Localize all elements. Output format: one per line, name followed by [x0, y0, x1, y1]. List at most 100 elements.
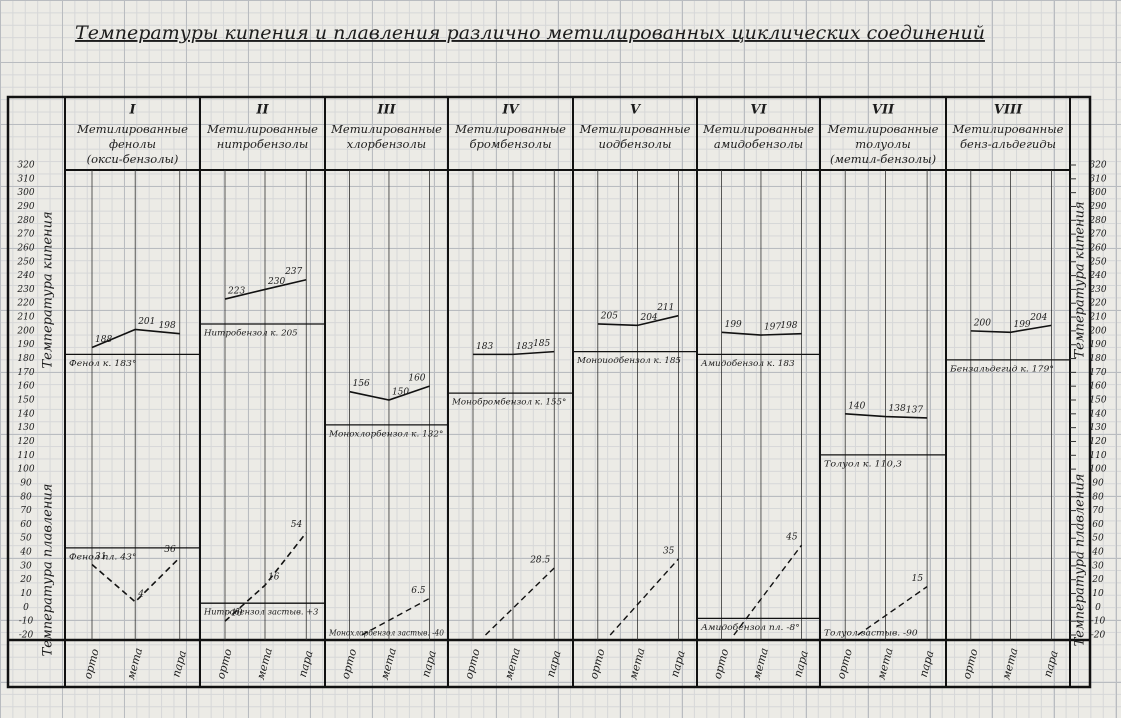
y-tick-label-right: 20	[1091, 575, 1104, 585]
point-label: 16	[268, 573, 280, 583]
y-tick-label-right: 110	[1089, 451, 1106, 461]
y-axis-label: Температура кипения	[41, 211, 56, 368]
y-tick-label: -10	[19, 617, 34, 627]
x-tick-label: пара	[544, 649, 564, 679]
y-tick-label-right: -10	[1091, 617, 1106, 627]
x-tick-label: орто	[339, 647, 360, 680]
x-tick-label: мета	[502, 646, 523, 681]
panel-title: Метилированные	[206, 122, 318, 136]
reference-label: Нитробензол застыв. +3	[203, 607, 318, 618]
point-label: 199	[725, 320, 742, 330]
y-tick-label-right: 260	[1088, 243, 1106, 253]
y-tick-label: 300	[17, 188, 34, 198]
y-axis-label-right: Температура плавления	[1073, 474, 1088, 647]
y-tick-label: 210	[16, 313, 34, 323]
point-label: 205	[600, 311, 618, 321]
point-label: 211	[656, 303, 674, 313]
y-tick-label: 110	[17, 451, 34, 461]
y-tick-label: 270	[16, 230, 34, 240]
x-tick-label: пара	[169, 649, 189, 679]
melting-rise	[733, 544, 803, 636]
point-label: 199	[1013, 320, 1030, 330]
panel-number: VI	[750, 103, 767, 118]
y-tick-label-right: 140	[1089, 409, 1106, 419]
boiling-line	[597, 314, 679, 327]
x-tick-label: пара	[419, 649, 439, 679]
y-tick-label-right: -20	[1091, 631, 1106, 641]
point-label: 160	[408, 374, 425, 384]
panel-title: Метилированные	[76, 122, 188, 136]
x-tick-label: пара	[668, 649, 688, 679]
y-tick-label: 90	[20, 478, 32, 488]
y-tick-label-right: 10	[1092, 589, 1104, 599]
point-label: 4	[137, 589, 144, 599]
y-tick-label-right: 160	[1089, 382, 1106, 392]
panel-title: Метилированные	[702, 122, 814, 136]
frame	[6, 95, 1092, 689]
x-tick-label: мета	[999, 646, 1020, 681]
y-tick-label: 290	[16, 202, 34, 212]
reference-label: Фенол пл. 43°	[69, 552, 137, 562]
y-tick-label: 280	[16, 216, 34, 226]
boiling-line	[845, 413, 928, 419]
melting-line	[224, 532, 307, 622]
y-tick-label: 120	[17, 437, 34, 447]
reference-label: Бензальдегид к. 179°	[949, 364, 1054, 374]
point-label: 6.5	[411, 586, 426, 596]
point-label: 54	[291, 520, 303, 530]
y-tick-label: -20	[19, 631, 34, 641]
y-tick-label: 70	[20, 506, 32, 516]
y-tick-label: 100	[17, 465, 34, 475]
point-label: 200	[973, 318, 991, 328]
y-tick-label: 170	[17, 368, 34, 378]
panel-title: иодбензолы	[599, 137, 672, 151]
y-tick-label: 230	[16, 285, 34, 295]
boiling-line	[473, 350, 555, 356]
point-label: -10	[228, 609, 243, 619]
y-tick-label: 20	[19, 575, 32, 585]
panel-title: Метилированные	[952, 122, 1064, 136]
panel-number: V	[630, 103, 642, 118]
x-tick-label: мета	[875, 646, 896, 681]
panel-title: Метилированные	[454, 122, 566, 136]
point-label: 36	[164, 545, 176, 555]
panel-title: нитробензолы	[217, 137, 308, 151]
y-tick-label-right: 200	[1088, 326, 1106, 336]
x-tick-label: пара	[296, 649, 316, 679]
point-label: 35	[663, 546, 675, 556]
panel-number: III	[376, 103, 396, 118]
point-label: 150	[392, 388, 409, 398]
point-label: 185	[533, 339, 550, 349]
panel-number: I	[128, 103, 136, 118]
y-tick-label-right: 50	[1092, 534, 1104, 544]
y-axis-label-right: Температура кипения	[1073, 201, 1088, 358]
melting-rise	[485, 567, 555, 636]
panel-title: (метил-бензолы)	[830, 152, 936, 166]
panel-title: хлорбензолы	[347, 137, 426, 151]
point-label: 201	[137, 317, 155, 327]
boiling-line	[970, 324, 1052, 334]
reference-label: Толуол к. 110,3	[824, 459, 902, 469]
x-tick-label: мета	[626, 646, 647, 681]
y-tick-label-right: 130	[1089, 423, 1106, 433]
y-tick-label-right: 320	[1089, 161, 1106, 171]
x-tick-label: пара	[917, 649, 937, 679]
x-tick-label: орто	[834, 647, 855, 680]
point-label: 156	[353, 379, 370, 389]
y-tick-label: 160	[17, 382, 34, 392]
x-tick-label: мета	[124, 646, 145, 681]
point-label: 183	[516, 342, 533, 352]
panel-title: амидобензолы	[714, 137, 803, 151]
y-tick-label: 240	[16, 271, 34, 281]
y-tick-label: 260	[16, 243, 34, 253]
point-label: 15	[912, 574, 924, 584]
y-tick-label: 80	[20, 492, 32, 502]
reference-label: Моноиодбензол к. 185	[576, 355, 681, 366]
y-tick-label-right: 190	[1089, 340, 1106, 350]
chart-title: Температуры кипения и плавления различно…	[75, 22, 985, 44]
point-label: 197	[764, 323, 781, 333]
reference-label: Амидобензол пл. -8°	[700, 622, 800, 633]
x-tick-label: орто	[81, 647, 102, 680]
panel-title: Метилированные	[579, 122, 691, 136]
